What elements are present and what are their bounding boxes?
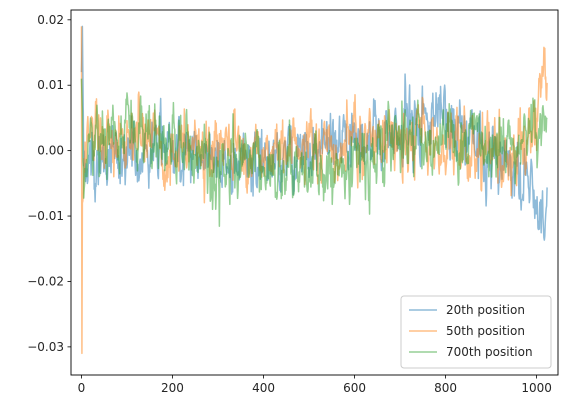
y-tick-label: 0.02 [37,13,64,27]
y-tick-label: −0.03 [27,340,64,354]
plot-frame [70,9,559,376]
x-tick-label: 1000 [521,381,552,395]
y-tick-label: 0.00 [37,144,64,158]
x-tick-label: 800 [434,381,457,395]
legend-label-3: 700th position [446,345,533,359]
x-tick-label: 0 [78,381,86,395]
legend-label-1: 20th position [446,303,525,317]
legend: 20th position 50th position 700th position [400,295,552,369]
x-tick-label: 400 [252,381,275,395]
series-layer [80,25,548,355]
y-tick-label: −0.01 [27,209,64,223]
y-tick-label: −0.02 [27,274,64,288]
ticks-layer: 0 200 400 600 800 1000 −0.03 −0.02 −0.01 0.00 0.01… [27,13,552,395]
x-tick-label: 600 [343,381,366,395]
legend-box [400,295,552,369]
series-line-3 [80,78,548,227]
legend-label-2: 50th position [446,324,525,338]
x-tick-label: 200 [161,381,184,395]
y-tick-label: 0.01 [37,78,64,92]
